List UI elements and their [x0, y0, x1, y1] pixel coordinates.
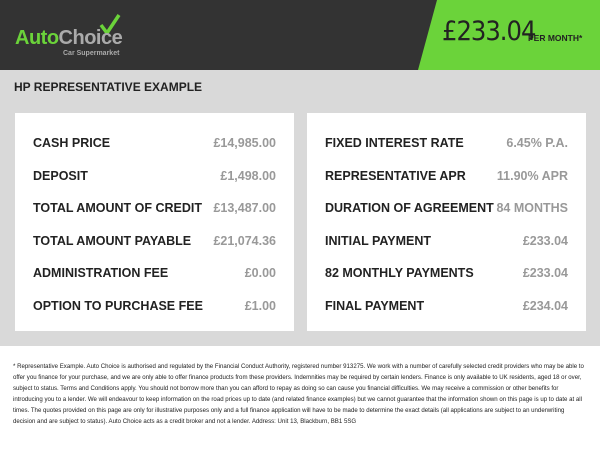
row-value: 11.90% APR: [496, 168, 568, 183]
row-label: CASH PRICE: [33, 136, 111, 150]
row-label: INITIAL PAYMENT: [325, 233, 432, 248]
logo-text: AutoChoice: [15, 27, 123, 49]
right-card: FIXED INTEREST RATE 6.45% P.A. REPRESENTAT…: [307, 113, 586, 331]
row-label: 82 MONTHLY PAYMENTS: [325, 266, 474, 281]
row-value: £0.00: [244, 266, 276, 281]
finance-row: TOTAL AMOUNT PAYABLE £21,074.36: [33, 234, 276, 254]
finance-row: DEPOSIT £1,498.00: [33, 169, 276, 189]
finance-row: 82 MONTHLY PAYMENTS £233.04: [325, 266, 568, 286]
logo[interactable]: AutoChoice Car Supermarket: [15, 14, 135, 60]
row-value: £14,985.00: [213, 136, 276, 150]
row-label: TOTAL AMOUNT OF CREDIT: [33, 201, 202, 216]
finance-row: FIXED INTEREST RATE 6.45% P.A.: [325, 136, 568, 156]
row-label: FIXED INTEREST RATE: [325, 136, 464, 150]
section-title: HP REPRESENTATIVE EXAMPLE: [14, 80, 203, 94]
row-value: £1.00: [244, 299, 276, 313]
logo-tagline: Car Supermarket: [63, 50, 120, 57]
row-value: £1,498.00: [220, 168, 276, 183]
finance-row: INITIAL PAYMENT £233.04: [325, 234, 568, 254]
finance-row: FINAL PAYMENT £234.04: [325, 299, 568, 319]
row-value: 84 MONTHS: [496, 201, 568, 216]
finance-row: CASH PRICE £14,985.00: [33, 136, 276, 156]
row-value: £233.04: [522, 233, 568, 248]
row-label: ADMINISTRATION FEE: [33, 266, 169, 281]
per-month-label: PER MONTH*: [528, 33, 583, 43]
row-value: £21,074.36: [213, 233, 276, 248]
left-card: CASH PRICE £14,985.00 DEPOSIT £1,498.00 TOTA…: [15, 113, 294, 331]
row-label: REPRESENTATIVE APR: [325, 168, 466, 183]
checkmark-icon: [99, 14, 121, 35]
row-value: £233.04: [522, 266, 568, 281]
finance-row: REPRESENTATIVE APR 11.90% APR: [325, 169, 568, 189]
row-label: DEPOSIT: [33, 168, 88, 183]
finance-row: DURATION OF AGREEMENT 84 MONTHS: [325, 201, 568, 221]
row-value: 6.45% P.A.: [506, 136, 568, 150]
finance-row: OPTION TO PURCHASE FEE £1.00: [33, 299, 276, 319]
disclaimer: * Representative Example. Auto Choice is…: [13, 363, 584, 425]
row-label: DURATION OF AGREEMENT: [325, 201, 494, 216]
monthly-price: £233.04: [442, 16, 536, 47]
finance-row: TOTAL AMOUNT OF CREDIT £13,487.00: [33, 201, 276, 221]
monthly-panel: [418, 0, 600, 70]
row-value: £234.04: [522, 299, 568, 313]
row-label: TOTAL AMOUNT PAYABLE: [33, 233, 192, 248]
row-label: OPTION TO PURCHASE FEE: [33, 299, 203, 313]
row-label: FINAL PAYMENT: [325, 299, 425, 313]
row-value: £13,487.00: [213, 201, 276, 216]
finance-row: ADMINISTRATION FEE £0.00: [33, 266, 276, 286]
